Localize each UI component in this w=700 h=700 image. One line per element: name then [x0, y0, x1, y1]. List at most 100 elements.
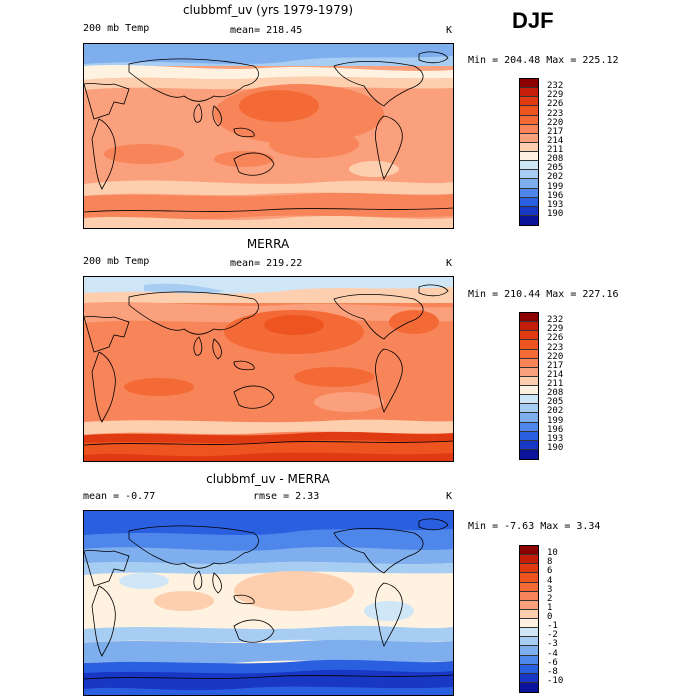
colorbar-tick-label: 196	[547, 424, 564, 435]
panel-1-mean-label: mean= 218.45	[230, 25, 303, 36]
colorbar-swatch	[520, 197, 538, 207]
colorbar-swatch	[520, 646, 538, 656]
se-asia-outline	[212, 338, 222, 360]
map-field-band	[84, 561, 453, 575]
colorbar-swatch	[520, 609, 538, 619]
colorbar-swatch	[520, 170, 538, 180]
eurasia-outline	[128, 291, 259, 335]
south-america-outline	[375, 348, 403, 413]
colorbar-tick-label: 199	[547, 181, 564, 192]
panel-2-colorbar-labels: 232 229 226 223 220 217 214 211 208 205 202 199 196 1…	[547, 312, 587, 460]
colorbar-swatch	[520, 124, 538, 134]
colorbar-swatch	[520, 440, 538, 450]
colorbar-swatch	[520, 79, 538, 89]
colorbar-swatch	[520, 367, 538, 377]
south-america-outline	[375, 115, 403, 180]
indonesia-outline	[233, 594, 255, 605]
colorbar-tick-label: 190	[547, 208, 564, 219]
map-field-band	[84, 192, 453, 220]
panel-2-mean-label: mean= 219.22	[230, 258, 303, 269]
panel-2-minmax: Min = 210.44 Max = 227.16	[468, 289, 619, 300]
colorbar-tick-label: 220	[547, 351, 564, 362]
africa-south-outline	[91, 585, 116, 657]
se-asia-outline	[212, 105, 222, 127]
colorbar-tick-label: 1	[547, 602, 553, 613]
colorbar-swatch	[520, 591, 538, 601]
colorbar-swatch	[520, 582, 538, 592]
australia-outline	[233, 619, 275, 643]
map-field-warm-region	[389, 310, 439, 334]
colorbar-tick-label: 208	[547, 388, 564, 399]
colorbar-tick-label: -8	[547, 666, 558, 677]
colorbar-swatch	[520, 349, 538, 359]
colorbar-tick-label: 232	[547, 81, 564, 92]
colorbar-swatch	[520, 395, 538, 405]
panel-3-rmse-label: rmse = 2.33	[253, 491, 320, 502]
panel-1-colorbar	[519, 78, 539, 226]
map-field-band	[84, 180, 453, 196]
india-outline	[193, 570, 203, 590]
colorbar-swatch	[520, 422, 538, 432]
map-field-positive	[154, 591, 214, 611]
map-field-negative-strong	[84, 511, 453, 535]
antarctica-outline	[84, 440, 453, 446]
colorbar-tick-label: 193	[547, 199, 564, 210]
colorbar-tick-label: 202	[547, 406, 564, 417]
map-field-warm-region	[214, 151, 274, 167]
colorbar-tick-label: 193	[547, 433, 564, 444]
colorbar-tick-label: -4	[547, 648, 558, 659]
eurasia-outline	[128, 58, 259, 102]
colorbar-tick-label: 220	[547, 117, 564, 128]
australia-outline	[233, 152, 275, 176]
colorbar-tick-label: 190	[547, 442, 564, 453]
map-field-band	[84, 216, 453, 228]
map-field-band	[84, 547, 453, 565]
panel-3-minmax: Min = -7.63 Max = 3.34	[468, 521, 601, 532]
panel-3-mean-label: mean = -0.77	[83, 491, 156, 502]
map-field-band	[84, 65, 453, 80]
colorbar-tick-label: 3	[547, 584, 553, 595]
colorbar-swatch	[520, 431, 538, 441]
colorbar-tick-label: 10	[547, 548, 558, 559]
map-field-positive	[234, 571, 354, 611]
colorbar-swatch	[520, 142, 538, 152]
panel-1-map	[83, 43, 454, 229]
colorbar-swatch	[520, 88, 538, 98]
colorbar-tick-label: 226	[547, 333, 564, 344]
map-field-band	[84, 419, 453, 435]
panel-3-unit-label: K	[446, 491, 453, 502]
map-field-band	[84, 639, 453, 665]
colorbar-swatch	[520, 449, 538, 459]
colorbar-swatch	[520, 161, 538, 171]
map-field-cool-region	[314, 392, 384, 412]
antarctica-outline	[84, 674, 453, 680]
colorbar-tick-label: 226	[547, 99, 564, 110]
colorbar-swatch	[520, 179, 538, 189]
colorbar-swatch	[520, 188, 538, 198]
map-field-cool-region	[349, 161, 399, 177]
panel-2-variable-label: 200 mb Temp	[83, 256, 150, 267]
colorbar-tick-label: 6	[547, 566, 553, 577]
africa-south-outline	[91, 351, 116, 423]
greenland-outline	[418, 51, 449, 64]
colorbar-tick-label: -10	[547, 675, 564, 686]
colorbar-tick-label: 196	[547, 190, 564, 201]
colorbar-swatch	[520, 619, 538, 629]
colorbar-swatch	[520, 413, 538, 423]
colorbar-tick-label: -6	[547, 657, 558, 668]
continent-outlines	[84, 284, 453, 446]
continent-outlines	[84, 518, 453, 680]
colorbar-swatch	[520, 215, 538, 225]
colorbar-tick-label: 208	[547, 154, 564, 165]
eurasia-outline	[128, 525, 259, 569]
colorbar-swatch	[520, 555, 538, 565]
colorbar-swatch	[520, 322, 538, 332]
india-outline	[193, 103, 203, 123]
panel-3-colorbar-labels: 10 8 6 4 3 2 1 0 -1 -2 -3 -4 -6 -8 -10	[547, 545, 587, 693]
colorbar-tick-label: 229	[547, 324, 564, 335]
colorbar-tick-label: 205	[547, 163, 564, 174]
colorbar-tick-label: 214	[547, 369, 564, 380]
greenland-outline	[418, 518, 449, 531]
greenland-outline	[418, 284, 449, 297]
panel-1-variable-label: 200 mb Temp	[83, 23, 150, 34]
